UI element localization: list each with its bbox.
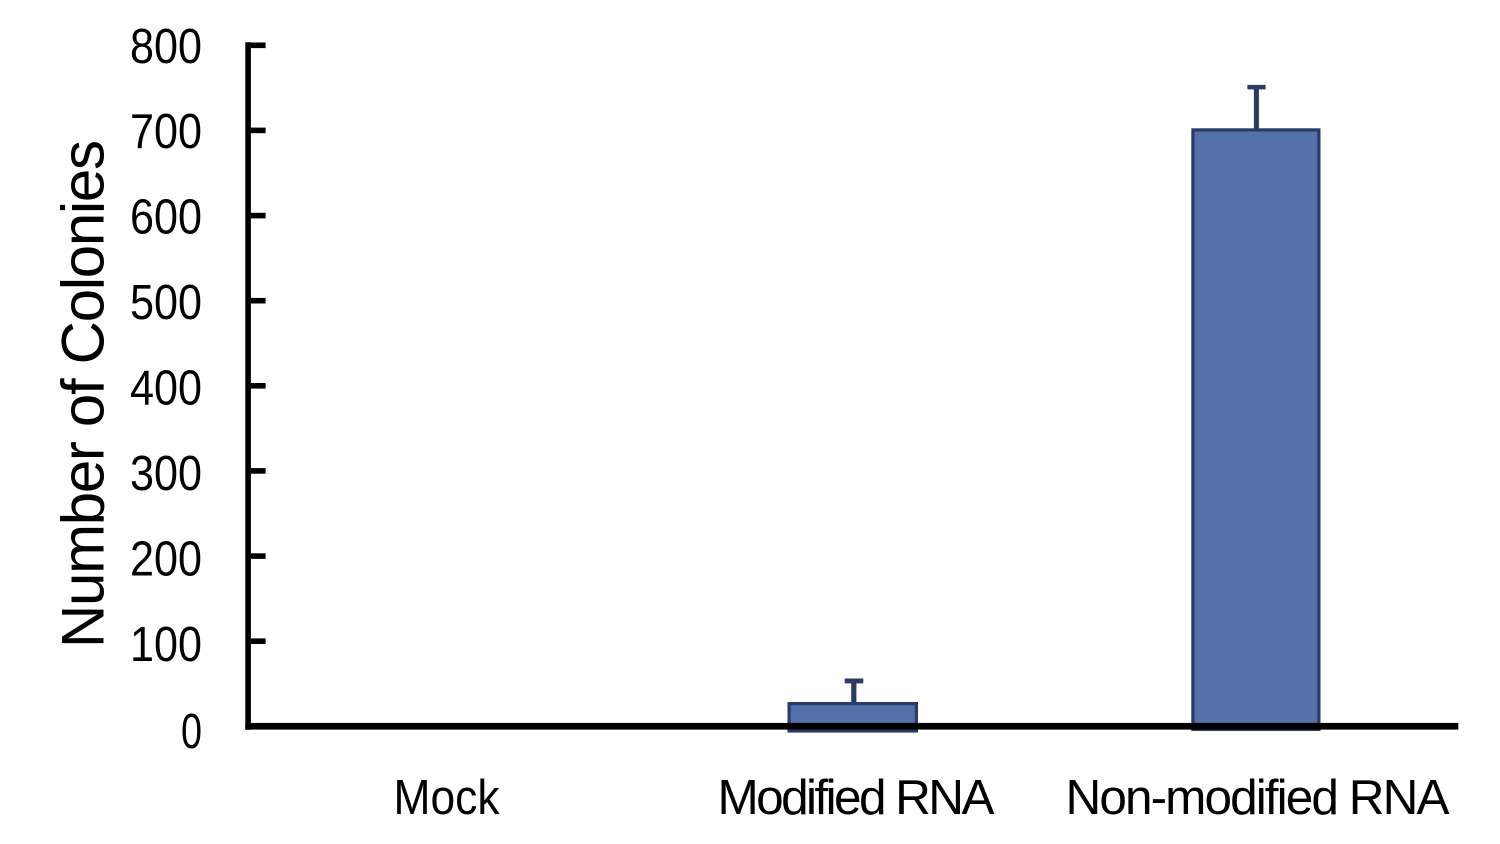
svg-text:Modified RNA: Modified RNA	[718, 770, 995, 825]
svg-text:Mock: Mock	[394, 770, 500, 825]
svg-text:100: 100	[130, 617, 202, 672]
svg-text:300: 300	[130, 446, 202, 501]
svg-text:500: 500	[130, 275, 202, 330]
svg-text:0: 0	[181, 704, 202, 759]
svg-text:Number of Colonies: Number of Colonies	[50, 140, 117, 648]
svg-text:800: 800	[130, 19, 202, 74]
svg-text:Non-modified RNA: Non-modified RNA	[1066, 770, 1450, 825]
svg-text:200: 200	[130, 531, 202, 586]
svg-text:400: 400	[130, 361, 202, 416]
svg-text:600: 600	[130, 190, 202, 245]
svg-text:700: 700	[130, 104, 202, 159]
